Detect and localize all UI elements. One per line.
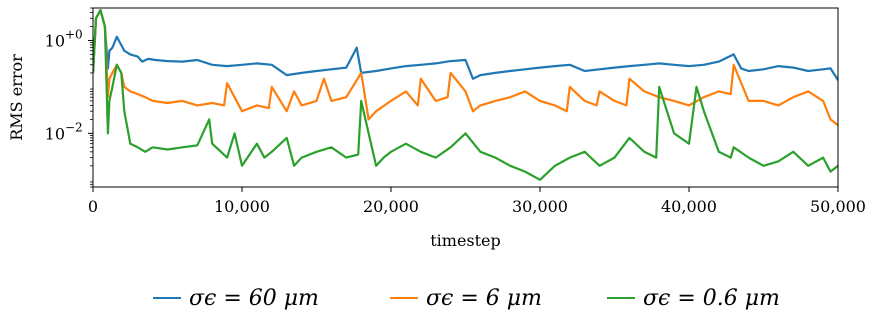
plot-frame bbox=[92, 7, 839, 188]
y-tick-exponent: +0 bbox=[65, 27, 83, 41]
x-tick-label: 30,000 bbox=[512, 197, 568, 216]
y-tick-label: 10 bbox=[45, 124, 65, 143]
x-tick-label: 0 bbox=[88, 197, 98, 216]
series-line-0 bbox=[93, 9, 838, 81]
x-tick-label: 50,000 bbox=[810, 197, 866, 216]
series-line-2 bbox=[93, 9, 838, 181]
series-line-1 bbox=[93, 9, 838, 127]
legend: σϵ = 60 μm σϵ = 6 μm σϵ = 0.6 μm bbox=[153, 286, 780, 311]
x-axis-label: timestep bbox=[430, 231, 501, 250]
legend-label-1: σϵ = 6 μm bbox=[426, 286, 542, 311]
y-tick-exponent: −2 bbox=[65, 120, 83, 134]
x-tick-label: 20,000 bbox=[363, 197, 419, 216]
x-tick-label: 40,000 bbox=[661, 197, 717, 216]
legend-label-2: σϵ = 0.6 μm bbox=[643, 286, 780, 311]
plot-area bbox=[93, 9, 838, 181]
legend-label-0: σϵ = 60 μm bbox=[189, 286, 319, 311]
x-tick-label: 10,000 bbox=[214, 197, 270, 216]
y-axis-label: RMS error bbox=[7, 54, 26, 141]
y-tick-label: 10 bbox=[45, 31, 65, 50]
